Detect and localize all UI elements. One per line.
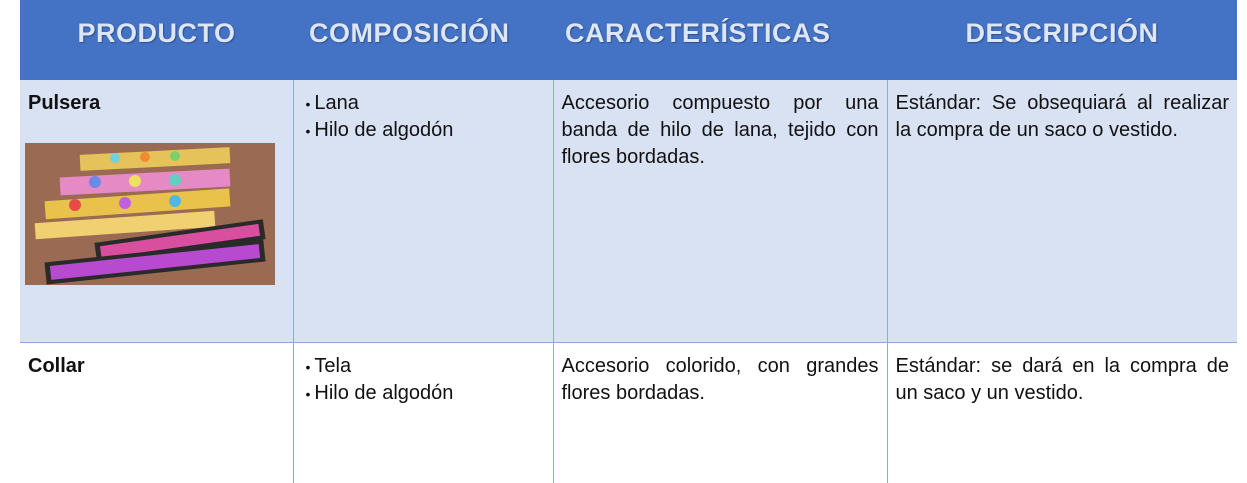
product-photo — [25, 143, 275, 285]
composition-list: Tela Hilo de algodón — [302, 353, 545, 407]
column-header: COMPOSICIÓN — [293, 0, 553, 80]
column-header: PRODUCTO — [20, 0, 293, 80]
description-cell: Estándar: se dará en la compra de un sac… — [886, 342, 1237, 483]
composition-item: Lana — [314, 90, 545, 117]
composition-item: Hilo de algodón — [314, 380, 545, 407]
composition-cell: Tela Hilo de algodón — [292, 342, 554, 483]
table-row: Pulsera Lana Hilo de algodón Accesorio c… — [20, 80, 1237, 343]
product-name: Pulsera — [28, 92, 101, 114]
characteristics-cell: Accesorio colorido, con grandes flores b… — [552, 342, 888, 483]
header-row: PRODUCTO COMPOSICIÓN CARACTERÍSTICAS DES… — [20, 0, 1237, 80]
column-header: CARACTERÍSTICAS — [553, 0, 887, 80]
composition-cell: Lana Hilo de algodón — [292, 80, 554, 343]
product-cell: Collar — [20, 342, 294, 483]
product-cell: Pulsera — [20, 80, 294, 343]
description-cell: Estándar: Se obsequiará al realizar la c… — [886, 80, 1237, 343]
characteristics-cell: Accesorio compuesto por una banda de hil… — [552, 80, 888, 343]
product-table: PRODUCTO COMPOSICIÓN CARACTERÍSTICAS DES… — [20, 0, 1237, 483]
column-header: DESCRIPCIÓN — [887, 0, 1237, 80]
product-name: Collar — [28, 354, 85, 377]
composition-list: Lana Hilo de algodón — [302, 90, 545, 144]
composition-item: Hilo de algodón — [314, 117, 545, 144]
composition-item: Tela — [314, 353, 545, 380]
table-row: Collar Tela Hilo de algodón Accesorio co… — [20, 342, 1237, 483]
